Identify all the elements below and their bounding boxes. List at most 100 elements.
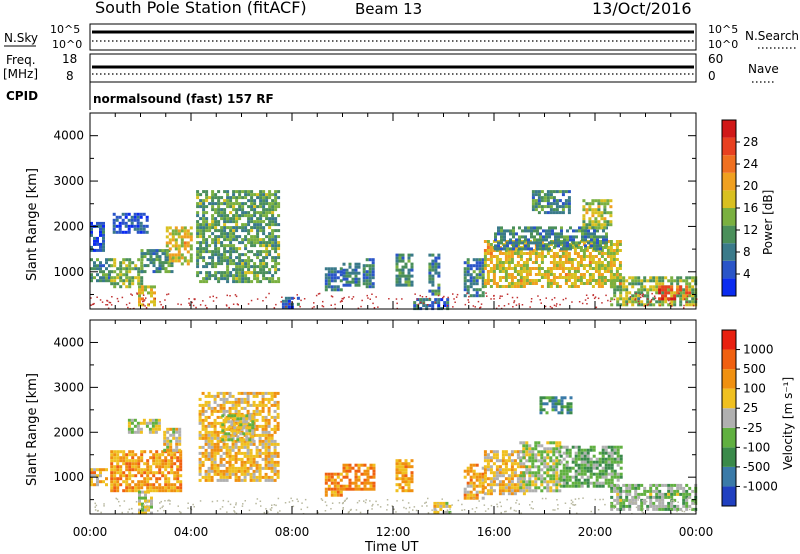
velocity-echo-cell — [345, 487, 349, 491]
power-echo-cell — [576, 264, 580, 267]
power-echo-cell — [152, 270, 156, 274]
velocity-echo-cell — [176, 489, 180, 493]
power-echo-cell — [118, 227, 122, 231]
velocity-echo-cell — [224, 438, 228, 442]
velocity-echo-cell — [222, 439, 226, 443]
power-echo-echo-dot — [128, 302, 131, 304]
velocity-echo-cell — [234, 475, 238, 479]
velocity-echo-cell — [552, 468, 556, 472]
power-echo-cell — [570, 261, 574, 264]
velocity-echo-cell — [634, 486, 638, 490]
power-echo-cell — [327, 282, 331, 286]
power-echo-cell — [277, 280, 281, 284]
power-echo-echo-dot — [136, 293, 138, 295]
velocity-echo-cell — [258, 439, 262, 443]
power-echo-cell — [127, 218, 131, 222]
power-echo-cell — [256, 205, 260, 209]
power-echo-cell — [368, 264, 372, 268]
velocity-echo-cell — [528, 444, 532, 448]
velocity-echo-cell — [201, 412, 205, 416]
velocity-echo-cell — [133, 418, 137, 422]
velocity-echo-cell — [330, 481, 334, 485]
velocity-echo-cell — [125, 465, 129, 469]
power-echo-echo-dot — [629, 296, 632, 298]
velocity-echo-cell — [170, 459, 174, 463]
velocity-echo-cell — [276, 412, 280, 416]
velocity-echo-cell — [155, 453, 159, 457]
power-echo-cell — [128, 264, 132, 268]
power-echo-cell — [136, 230, 140, 234]
power-echo-cell — [428, 298, 432, 302]
velocity-echo-cell — [595, 463, 599, 467]
velocity-echo-cell — [369, 475, 373, 479]
power-echo-cell — [232, 277, 236, 281]
velocity-echo-cell — [167, 453, 171, 457]
power-echo-echo-dot — [194, 298, 196, 300]
velocity-echo-cell — [228, 391, 232, 395]
power-echo-cell — [196, 232, 200, 236]
velocity-echo-echo-dot — [331, 502, 334, 504]
power-echo-cell — [588, 217, 592, 221]
power-echo-cell — [253, 277, 257, 281]
power-echo-cell — [208, 274, 212, 278]
velocity-echo-cell — [216, 469, 220, 473]
power-echo-cell — [262, 250, 266, 254]
power-echo-echo-dot — [474, 306, 476, 308]
power-echo-region — [90, 258, 111, 283]
velocity-echo-cell — [261, 424, 265, 428]
velocity-echo-cell — [577, 451, 581, 455]
power-echo-cell — [168, 259, 172, 263]
power-echo-cell — [130, 215, 134, 219]
power-echo-cell — [268, 238, 272, 242]
power-echo-cell — [345, 277, 349, 281]
velocity-echo-cell — [204, 451, 208, 455]
power-echo-cell — [510, 261, 514, 264]
power-echo-cell — [232, 229, 236, 233]
power-echo-cell — [667, 279, 671, 283]
velocity-echo-cell — [128, 483, 132, 487]
velocity-echo-cell — [179, 465, 183, 469]
power-echo-cell — [235, 196, 239, 200]
power-echo-cell — [368, 279, 372, 283]
power-echo-cell — [591, 199, 595, 203]
velocity-echo-cell — [580, 457, 584, 461]
power-echo-cell — [140, 264, 144, 268]
velocity-echo-cell — [510, 486, 514, 490]
velocity-echo-cell — [528, 489, 532, 493]
power-echo-cell — [265, 214, 269, 218]
velocity-echo-cell — [164, 468, 168, 472]
velocity-echo-cell — [222, 400, 226, 404]
velocity-echo-cell — [128, 489, 132, 493]
power-echo-echo-dot — [366, 294, 368, 297]
velocity-echo-cell — [555, 465, 559, 469]
power-echo-cell — [99, 230, 102, 234]
velocity-echo-cell — [231, 472, 235, 476]
velocity-echo-cell — [207, 466, 211, 470]
power-echo-cell — [253, 223, 257, 227]
power-echo-echo-dot — [513, 300, 516, 302]
velocity-echo-cell — [661, 504, 665, 508]
velocity-echo-cell — [221, 435, 225, 439]
velocity-echo-cell — [251, 423, 255, 427]
velocity-echo-cell — [105, 477, 108, 481]
velocity-echo-cell — [565, 472, 569, 476]
velocity-echo-cell — [616, 498, 620, 502]
power-echo-cell — [481, 258, 485, 262]
velocity-echo-cell — [360, 463, 364, 467]
velocity-echo-cell — [577, 472, 581, 476]
power-echo-echo-dot — [144, 305, 146, 307]
power-echo-echo-dot — [503, 305, 506, 307]
velocity-echo-cell — [267, 451, 271, 455]
power-echo-cell — [238, 256, 242, 260]
velocity-echo-cell — [655, 486, 659, 490]
power-echo-cell — [606, 252, 610, 255]
power-echo-cell — [506, 241, 509, 245]
power-echo-cell — [268, 271, 272, 275]
velocity-echo-cell — [492, 453, 496, 457]
power-echo-cell — [594, 223, 598, 227]
velocity-echo-cell — [589, 463, 593, 467]
velocity-echo-cell — [688, 492, 692, 496]
power-echo-cell — [250, 190, 254, 194]
power-echo-cell — [478, 261, 482, 265]
velocity-echo-cell — [119, 471, 123, 475]
